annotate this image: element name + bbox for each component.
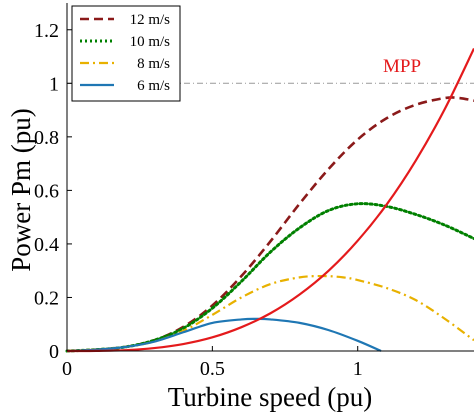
y-tick-label: 0.4: [34, 234, 59, 256]
legend-label: 6 m/s: [137, 78, 170, 94]
series-line-6-m-s: [66, 317, 382, 353]
legend-label: 8 m/s: [137, 56, 170, 72]
y-tick-label: 0.8: [34, 127, 59, 149]
y-tick-label: 0: [49, 341, 59, 363]
legend-label: 12 m/s: [130, 12, 171, 28]
x-tick-label: 1: [353, 358, 363, 380]
y-axis-label: Power Pm (pu): [6, 108, 36, 272]
axes-layer: [66, 3, 474, 352]
x-tick-label: 0.5: [200, 358, 225, 380]
legend-label: 10 m/s: [130, 34, 171, 50]
y-tick-label: 0.2: [34, 287, 59, 309]
y-tick-label: 1.2: [34, 20, 59, 42]
series-layer: [65, 48, 474, 353]
y-tick-label: 1: [49, 73, 59, 95]
x-tick-label: 0: [62, 358, 72, 380]
ticks-layer: 0 0.5 1 0 0.2 0.4 0.6 0.8 1 1.2: [34, 20, 363, 380]
series-line-mpp: [66, 48, 474, 353]
series-line-8-m-s: [66, 274, 474, 353]
series-line-10-m-s: [65, 202, 474, 353]
legend: 12 m/s 10 m/s 8 m/s 6 m/s: [71, 5, 181, 102]
mpp-annotation: MPP: [383, 56, 421, 77]
y-tick-label: 0.6: [34, 180, 59, 202]
x-axis-label: Turbine speed (pu): [168, 382, 372, 412]
